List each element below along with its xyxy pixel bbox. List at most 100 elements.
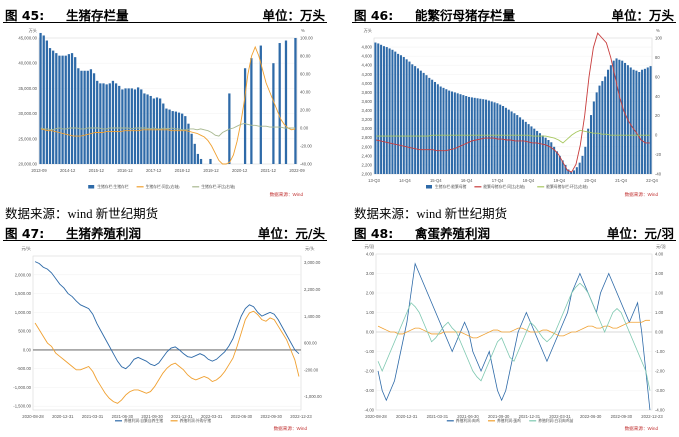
x-tick-label: 15-Q4 [430,178,442,183]
right-tick-label: 2,200.00 [304,287,321,292]
x-tick-label: 2022-06-30 [580,414,602,419]
bar [567,169,570,174]
legend-label: 生猪存栏:同比(右轴) [146,184,181,189]
wind-source: 数据来源：Wind [625,425,659,432]
bar [174,111,177,164]
bar [99,83,102,164]
bar [209,158,212,164]
left-tick-label: 3,600 [362,99,373,104]
right-tick-label: 1,400.00 [304,314,321,319]
bar [638,72,641,174]
right-tick-label: -20 [655,152,662,157]
x-tick-label: 2020-12-31 [396,414,418,419]
series-line [376,32,650,173]
chart-header: 图 47: 生猪养殖利润 单位：元/头 [3,220,327,241]
x-tick-label: 2022-12-23 [290,414,312,419]
bar [487,100,490,174]
bar [177,112,181,164]
left-tick-label: 2,200 [362,162,373,167]
bar [519,117,522,174]
x-tick-label: 14-Q4 [399,178,411,183]
bar [453,92,456,174]
bar [402,57,405,174]
bar [442,87,445,174]
left-tick-label: 1,500.00 [15,291,32,296]
left-tick-label: 35,000.00 [18,86,37,91]
x-tick-label: 2021-12-31 [171,414,193,419]
right-tick-label: -1,000.00 [304,394,322,399]
bar [462,95,465,174]
bar [459,94,462,174]
legend-swatch [88,185,95,189]
bar [510,111,513,174]
right-tick-label: -40 [655,172,662,177]
bar [155,97,159,164]
bar [394,51,397,174]
plot-area [32,255,302,411]
right-tick-label: 40 [655,94,660,99]
bar [479,98,482,174]
bar [589,115,593,174]
bar [130,88,133,164]
bar [445,89,448,174]
left-tick-label: -500.00 [17,366,32,371]
bar [193,143,196,164]
left-tick-label: -1.00 [364,349,374,354]
bar [504,107,507,174]
left-tick-label: 4,800 [362,45,373,50]
legend-label: 生猪存栏:环比(右轴) [201,184,236,189]
left-tick-label: 20,000.00 [18,162,37,167]
chart-title: 图 46: 能繁衍母猪存栏量 [354,8,516,23]
right-tick-label: 60 [655,74,660,79]
left-tick-label: 3,800 [362,90,373,95]
left-tick-label: 3,400 [362,108,373,113]
bar [607,69,610,174]
chart-title: 图 47: 生猪养殖利润 [5,226,142,241]
bar [111,80,115,164]
left-tick-label: 4.00 [366,252,375,257]
bar [278,43,281,164]
left-tick-label: 4,200 [362,72,373,77]
chart-poultry-profit: 元/羽 元/羽 4.00 3.00 2.00 1.00 0.00 -1.00 -2.00 -3.0… [364,244,665,432]
x-tick-label: 22-Q4 [646,178,658,183]
bar [171,111,174,164]
right-axis-unit: % [301,28,305,33]
chart-panel-hog-inventory: 图 45: 生猪存栏量 单位：万头 万头% 45,000.00 40,000.00 3… [3,2,327,221]
bar [380,44,383,174]
right-tick-label: -200.00 [304,367,319,372]
chart-title: 图 48: 禽蛋养殖利润 [354,226,491,241]
bar [143,93,146,164]
bar [550,142,553,174]
x-tick-label: 2020-12-31 [52,414,74,419]
bar [502,106,505,174]
x-tick-label: 2020-12 [232,168,248,173]
x-tick-label: 20-Q4 [584,178,596,183]
bar [456,93,459,174]
bar [646,67,649,174]
left-axis-unit: 元/羽 [364,244,374,250]
bar [624,62,627,174]
bar [419,70,422,174]
bar [159,98,162,164]
chart-unit: 单位：万头 [262,8,325,23]
bar [643,68,646,174]
bar [635,70,638,174]
left-tick-label: 40,000.00 [18,61,37,66]
bar [108,83,111,164]
bar [89,69,93,164]
right-tick-label: -4.00 [655,408,665,413]
bar [55,53,58,164]
bar [64,55,67,164]
bar [564,164,567,174]
right-tick-label: 1.00 [655,310,664,315]
right-tick-label: 40.00 [300,90,311,95]
left-tick-label: 4,400 [362,63,373,68]
right-tick-label: 3.00 [655,271,664,276]
left-tick-label: 4,000 [362,81,373,86]
x-tick-label: 2021-06-30 [457,414,479,419]
right-tick-label: -20.00 [300,144,313,149]
bar [272,63,275,165]
right-tick-label: 4.00 [655,252,664,257]
bar [485,99,488,174]
x-tick-label: 2022-09-30 [261,414,283,419]
